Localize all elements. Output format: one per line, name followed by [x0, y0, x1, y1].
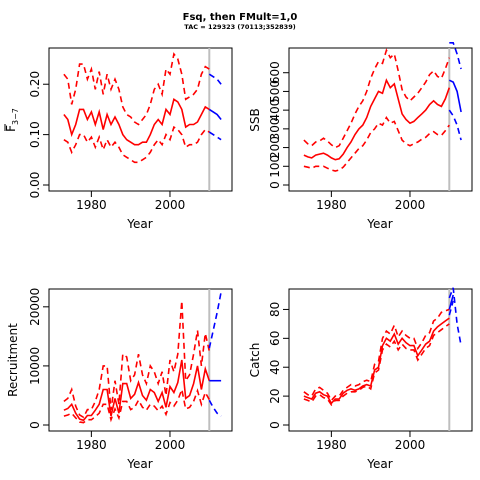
series-projection-lower [208, 131, 222, 141]
y-label-sub: 3−7 [11, 108, 20, 125]
x-tick-label: 2000 [395, 438, 426, 452]
y-axis-label: SSB [248, 108, 262, 131]
series-projection-upper [448, 287, 462, 346]
panel-recruitment: 1980 2000 0 10000 20000 Year Recruitment [6, 288, 233, 471]
x-ticks: 1980 2000 [316, 431, 425, 452]
y-tick-label: 80 [268, 302, 282, 317]
series-projection-upper [449, 41, 462, 70]
y-tick-label: 20 [268, 388, 282, 403]
series-projection-lower [448, 109, 462, 141]
y-tick-label: 10000 [28, 347, 42, 385]
x-axis-label: Year [126, 217, 152, 231]
series-history-upper [63, 52, 210, 126]
series-history-lower [303, 323, 450, 407]
panel-catch: 1980 2000 0 20 40 60 80 Year Catch [248, 287, 473, 471]
x-axis-label: Year [366, 457, 392, 471]
plot-frame [48, 288, 233, 432]
series-projection-upper [208, 73, 222, 85]
x-tick-label: 2000 [395, 198, 426, 212]
plot-frame [288, 288, 473, 432]
figure-subtitle: TAC = 129323 (70113;352839) [184, 23, 295, 31]
plot-frame [48, 47, 233, 192]
y-tick-label: 0.20 [28, 71, 42, 98]
y-ticks: 0 10000 20000 [28, 288, 49, 429]
series-projection-lower [448, 300, 454, 316]
y-tick-label: 20000 [28, 288, 42, 326]
series-history-upper [303, 48, 451, 149]
y-tick-label: 0.00 [28, 172, 42, 199]
x-tick-label: 1980 [76, 438, 107, 452]
y-ticks: 0.00 0.10 0.20 [28, 71, 49, 199]
y-tick-label: 100 [268, 155, 282, 178]
y-tick-label: 200 [268, 136, 282, 159]
series-history-lower [303, 116, 450, 172]
y-axis-label: Recruitment [6, 323, 20, 397]
y-tick-label: 400 [268, 99, 282, 122]
x-tick-label: 1980 [316, 198, 347, 212]
y-tick-label: 600 [268, 61, 282, 84]
series-history-estimate [303, 317, 450, 405]
x-tick-label: 2000 [155, 198, 186, 212]
series-projection-estimate [208, 108, 222, 120]
y-tick-label: 40 [268, 360, 282, 375]
x-axis-label: Year [366, 217, 392, 231]
series-history-estimate [303, 78, 451, 161]
y-tick-label: 300 [268, 117, 282, 140]
series-layer [303, 41, 462, 172]
y-axis-label: F3−7 [4, 108, 20, 132]
series-history-estimate [63, 98, 210, 146]
series-layer [63, 52, 222, 164]
series-history-upper [303, 308, 450, 402]
series-layer [63, 291, 222, 424]
series-projection-estimate [448, 79, 462, 113]
series-history-lower [63, 386, 210, 424]
series-layer [303, 287, 462, 407]
y-tick-label: 0 [268, 181, 282, 189]
series-history-upper [63, 300, 211, 419]
y-tick-label: 500 [268, 80, 282, 103]
y-tick-label: 0.10 [28, 121, 42, 148]
plot-frame [288, 47, 473, 192]
y-axis-label: Catch [248, 343, 262, 378]
x-tick-label: 1980 [76, 198, 107, 212]
series-projection-estimate [448, 294, 454, 310]
x-tick-label: 2000 [155, 438, 186, 452]
y-tick-label: 60 [268, 331, 282, 346]
series-projection-lower [208, 399, 222, 417]
series-projection-upper [208, 291, 222, 349]
x-axis-label: Year [126, 457, 152, 471]
x-ticks: 1980 2000 [76, 431, 185, 452]
y-tick-label: 0 [28, 421, 42, 429]
x-ticks: 1980 2000 [76, 191, 185, 212]
y-label-main: F [4, 125, 18, 132]
series-history-estimate [63, 359, 211, 422]
y-tick-label: 0 [268, 421, 282, 429]
figure-title: Fsq, then FMult=1,0 [183, 12, 298, 23]
panel-f: 1980 2000 0.00 0.10 0.20 Year F3−7 [4, 47, 233, 231]
x-tick-label: 1980 [316, 438, 347, 452]
series-history-lower [63, 125, 210, 164]
y-ticks: 0 20 40 60 80 [268, 302, 289, 429]
x-ticks: 1980 2000 [316, 191, 425, 212]
